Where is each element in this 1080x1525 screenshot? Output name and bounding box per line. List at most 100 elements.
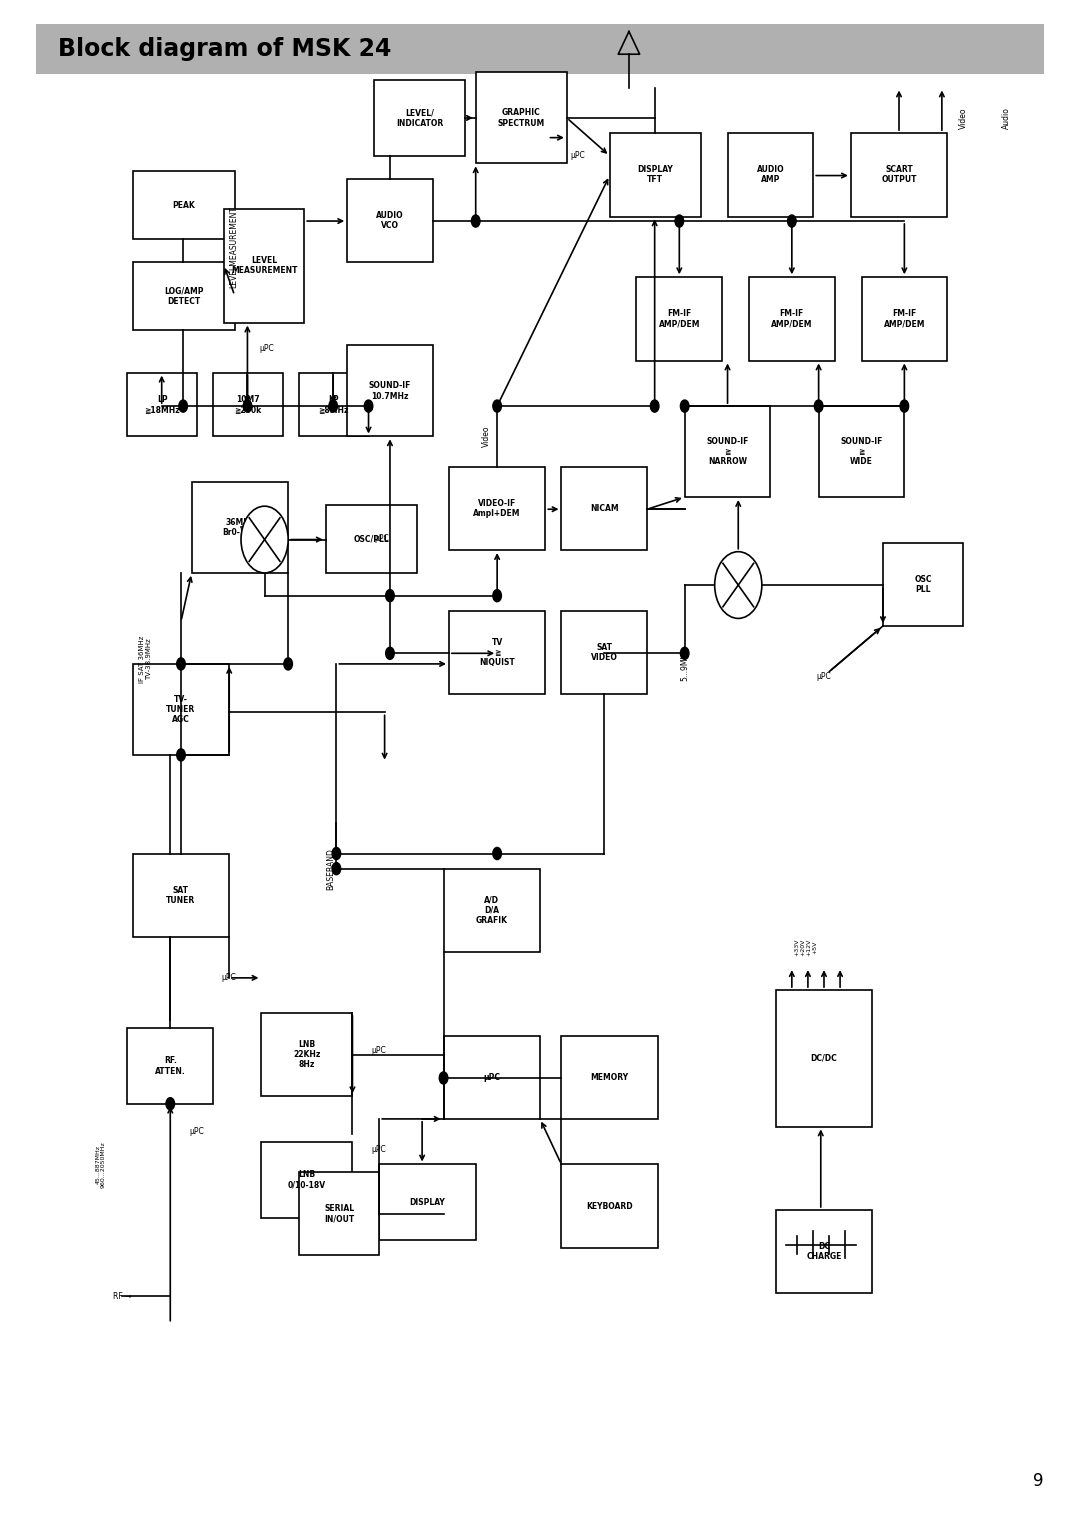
Circle shape: [471, 215, 480, 227]
FancyBboxPatch shape: [133, 854, 229, 936]
Text: FM-IF
AMP/DEM: FM-IF AMP/DEM: [883, 310, 926, 328]
Circle shape: [787, 215, 796, 227]
Circle shape: [364, 400, 373, 412]
Text: FM-IF
AMP/DEM: FM-IF AMP/DEM: [771, 310, 812, 328]
Text: AUDIO
VCO: AUDIO VCO: [376, 210, 404, 230]
Text: FM-IF
AMP/DEM: FM-IF AMP/DEM: [659, 310, 700, 328]
FancyBboxPatch shape: [819, 406, 904, 497]
Text: NICAM: NICAM: [590, 503, 619, 512]
Text: LP
≧8MHz: LP ≧8MHz: [319, 395, 349, 415]
Circle shape: [243, 400, 252, 412]
Circle shape: [284, 657, 293, 669]
Text: LEVEL
MEASUREMENT: LEVEL MEASUREMENT: [231, 256, 297, 276]
Text: LEVELMEASUREMENT: LEVELMEASUREMENT: [229, 206, 238, 288]
Text: SOUND-IF
≧
NARROW: SOUND-IF ≧ NARROW: [706, 436, 748, 467]
FancyBboxPatch shape: [133, 171, 234, 239]
Text: LNB
0/10-18V: LNB 0/10-18V: [288, 1170, 326, 1190]
Circle shape: [179, 400, 188, 412]
FancyBboxPatch shape: [475, 72, 567, 163]
Circle shape: [492, 400, 501, 412]
Text: 36MHz
Br0-10M: 36MHz Br0-10M: [221, 517, 258, 537]
FancyBboxPatch shape: [326, 505, 417, 573]
Circle shape: [715, 552, 761, 619]
FancyBboxPatch shape: [562, 1165, 658, 1247]
FancyBboxPatch shape: [261, 1013, 352, 1096]
FancyBboxPatch shape: [562, 1035, 658, 1119]
Text: µPC: µPC: [372, 1046, 387, 1055]
Text: RF.
ATTEN.: RF. ATTEN.: [154, 1057, 186, 1075]
Text: Video: Video: [482, 425, 491, 447]
Circle shape: [177, 657, 186, 669]
Text: VIDEO-IF
Ampl+DEM: VIDEO-IF Ampl+DEM: [473, 499, 521, 518]
Text: 5...9MHz: 5...9MHz: [680, 647, 689, 680]
FancyBboxPatch shape: [748, 278, 835, 360]
Text: SAT
VIDEO: SAT VIDEO: [591, 644, 618, 662]
FancyBboxPatch shape: [851, 133, 947, 217]
Circle shape: [386, 590, 394, 602]
Text: AUDIO
AMP: AUDIO AMP: [757, 165, 784, 185]
Text: TV
≧
NIQUIST: TV ≧ NIQUIST: [480, 637, 515, 668]
Text: µPC: µPC: [816, 671, 832, 680]
Text: 45...887MHz
960...2050MHz: 45...887MHz 960...2050MHz: [95, 1141, 106, 1188]
Text: Audio: Audio: [1001, 107, 1011, 128]
Text: GRAPHIC
SPECTRUM: GRAPHIC SPECTRUM: [498, 108, 545, 128]
FancyBboxPatch shape: [728, 133, 813, 217]
Text: SAT
TUNER: SAT TUNER: [166, 886, 195, 904]
FancyBboxPatch shape: [609, 133, 701, 217]
FancyBboxPatch shape: [127, 372, 197, 436]
FancyBboxPatch shape: [775, 1209, 873, 1293]
Circle shape: [650, 400, 659, 412]
Circle shape: [814, 400, 823, 412]
FancyBboxPatch shape: [449, 612, 545, 694]
Circle shape: [332, 848, 340, 860]
FancyBboxPatch shape: [299, 1173, 379, 1255]
FancyBboxPatch shape: [562, 612, 647, 694]
Text: 9: 9: [1034, 1473, 1043, 1490]
Text: DC
CHARGE: DC CHARGE: [807, 1241, 841, 1261]
Text: DISPLAY: DISPLAY: [409, 1197, 445, 1206]
Text: +33V
+20V
+12V
+5V: +33V +20V +12V +5V: [795, 939, 816, 956]
FancyBboxPatch shape: [449, 467, 545, 551]
Text: LEVEL/
INDICATOR: LEVEL/ INDICATOR: [395, 108, 443, 128]
FancyBboxPatch shape: [862, 278, 947, 360]
FancyBboxPatch shape: [37, 24, 1043, 73]
Text: OSC/PLL: OSC/PLL: [353, 534, 389, 543]
Text: OSC
PLL: OSC PLL: [915, 575, 932, 595]
FancyBboxPatch shape: [133, 663, 229, 755]
Text: DISPLAY
TFT: DISPLAY TFT: [637, 165, 673, 185]
FancyBboxPatch shape: [347, 346, 433, 436]
Text: SERIAL
IN/OUT: SERIAL IN/OUT: [324, 1205, 354, 1223]
Circle shape: [241, 506, 288, 573]
Text: A/D
D/A
GRAFIK: A/D D/A GRAFIK: [476, 895, 508, 926]
FancyBboxPatch shape: [133, 262, 234, 331]
Text: BASEBAND: BASEBAND: [326, 848, 336, 889]
Text: TV-
TUNER
AGC: TV- TUNER AGC: [166, 694, 195, 724]
Text: SCART
OUTPUT: SCART OUTPUT: [881, 165, 917, 185]
Circle shape: [900, 400, 908, 412]
FancyBboxPatch shape: [685, 406, 770, 497]
Text: SOUND-IF
10.7MHz: SOUND-IF 10.7MHz: [368, 381, 411, 401]
Text: KEYBOARD: KEYBOARD: [586, 1202, 633, 1211]
Text: Video: Video: [959, 107, 968, 128]
FancyBboxPatch shape: [299, 372, 368, 436]
Text: µPC: µPC: [483, 1072, 500, 1081]
FancyBboxPatch shape: [192, 482, 288, 573]
FancyBboxPatch shape: [883, 543, 963, 625]
Circle shape: [680, 647, 689, 659]
FancyBboxPatch shape: [213, 372, 283, 436]
Text: LNB
22KHz
8Hz: LNB 22KHz 8Hz: [294, 1040, 321, 1069]
Text: LP
≧18MHz: LP ≧18MHz: [145, 395, 180, 415]
Circle shape: [386, 647, 394, 659]
Text: µPC: µPC: [259, 345, 274, 352]
Circle shape: [440, 1072, 448, 1084]
FancyBboxPatch shape: [261, 1142, 352, 1217]
Circle shape: [177, 749, 186, 761]
FancyBboxPatch shape: [347, 178, 433, 262]
Text: LOG/AMP
DETECT: LOG/AMP DETECT: [164, 287, 203, 307]
Circle shape: [492, 590, 501, 602]
Circle shape: [680, 400, 689, 412]
FancyBboxPatch shape: [379, 1165, 475, 1240]
FancyBboxPatch shape: [636, 278, 723, 360]
Circle shape: [492, 848, 501, 860]
Text: MEMORY: MEMORY: [591, 1072, 629, 1081]
